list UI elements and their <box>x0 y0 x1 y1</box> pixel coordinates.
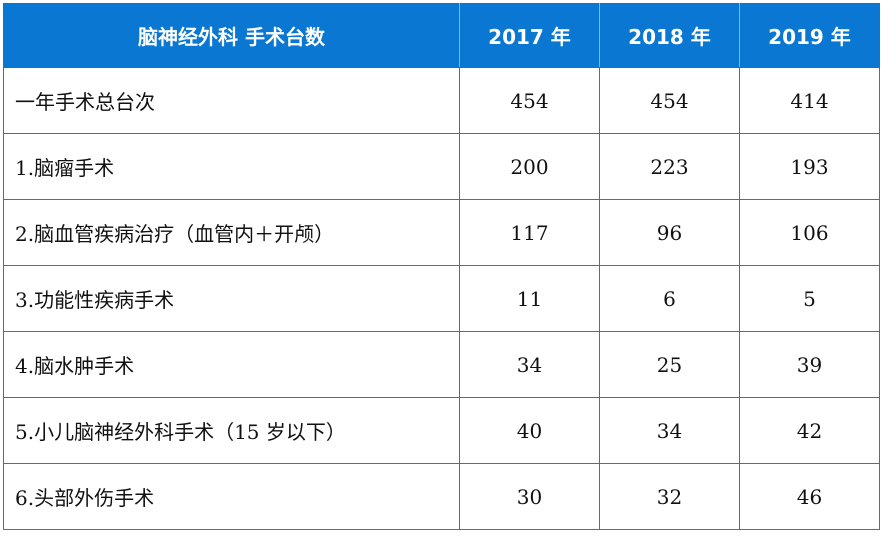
surgery-count-table-container: 脑神经外科 手术台数 2017 年 2018 年 2019 年 一年手术总台次 … <box>3 3 880 530</box>
cell-2017: 30 <box>459 463 600 530</box>
cell-2019: 42 <box>739 397 880 464</box>
cell-2019: 414 <box>739 67 880 134</box>
header-year-2019: 2019 年 <box>739 3 880 68</box>
header-title: 脑神经外科 手术台数 <box>3 3 460 68</box>
table-row: 5.小儿脑神经外科手术（15 岁以下） 40 34 42 <box>3 397 880 464</box>
table-row: 1.脑瘤手术 200 223 193 <box>3 133 880 200</box>
table-row: 6.头部外伤手术 30 32 46 <box>3 463 880 530</box>
cell-2019: 46 <box>739 463 880 530</box>
cell-2017: 117 <box>459 199 600 266</box>
cell-2018: 96 <box>599 199 740 266</box>
header-year-2018: 2018 年 <box>599 3 740 68</box>
row-label: 2.脑血管疾病治疗（血管内＋开颅） <box>3 199 460 266</box>
cell-2019: 5 <box>739 265 880 332</box>
cell-2017: 200 <box>459 133 600 200</box>
row-label: 3.功能性疾病手术 <box>3 265 460 332</box>
header-year-2017: 2017 年 <box>459 3 600 68</box>
cell-2019: 39 <box>739 331 880 398</box>
table-row: 一年手术总台次 454 454 414 <box>3 67 880 134</box>
cell-2017: 11 <box>459 265 600 332</box>
cell-2017: 454 <box>459 67 600 134</box>
row-label: 4.脑水肿手术 <box>3 331 460 398</box>
cell-2017: 34 <box>459 331 600 398</box>
table-row: 4.脑水肿手术 34 25 39 <box>3 331 880 398</box>
cell-2019: 106 <box>739 199 880 266</box>
cell-2018: 6 <box>599 265 740 332</box>
cell-2018: 34 <box>599 397 740 464</box>
cell-2019: 193 <box>739 133 880 200</box>
cell-2018: 25 <box>599 331 740 398</box>
cell-2018: 454 <box>599 67 740 134</box>
table-body: 一年手术总台次 454 454 414 1.脑瘤手术 200 223 193 2… <box>3 67 880 530</box>
cell-2018: 223 <box>599 133 740 200</box>
cell-2018: 32 <box>599 463 740 530</box>
table-header: 脑神经外科 手术台数 2017 年 2018 年 2019 年 <box>3 3 880 68</box>
row-label: 6.头部外伤手术 <box>3 463 460 530</box>
surgery-count-table: 脑神经外科 手术台数 2017 年 2018 年 2019 年 一年手术总台次 … <box>3 3 880 530</box>
row-label: 5.小儿脑神经外科手术（15 岁以下） <box>3 397 460 464</box>
row-label: 一年手术总台次 <box>3 67 460 134</box>
cell-2017: 40 <box>459 397 600 464</box>
table-row: 3.功能性疾病手术 11 6 5 <box>3 265 880 332</box>
table-row: 2.脑血管疾病治疗（血管内＋开颅） 117 96 106 <box>3 199 880 266</box>
row-label: 1.脑瘤手术 <box>3 133 460 200</box>
header-row: 脑神经外科 手术台数 2017 年 2018 年 2019 年 <box>3 3 880 68</box>
